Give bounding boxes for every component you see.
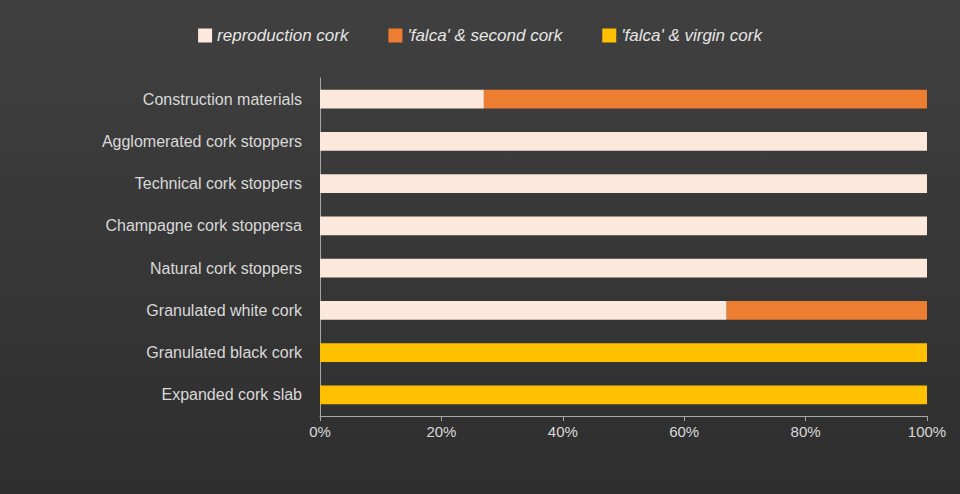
svg-text:Agglomerated cork stoppers: Agglomerated cork stoppers [102, 133, 302, 150]
svg-text:80%: 80% [791, 423, 821, 440]
svg-text:reproduction cork: reproduction cork [217, 26, 350, 45]
svg-text:0%: 0% [309, 423, 331, 440]
svg-text:Champagne cork stoppersa: Champagne cork stoppersa [105, 217, 302, 234]
svg-text:Granulated white cork: Granulated white cork [146, 302, 303, 319]
svg-text:40%: 40% [548, 423, 578, 440]
svg-text:Granulated black cork: Granulated black cork [146, 344, 303, 361]
svg-text:Construction materials: Construction materials [143, 91, 302, 108]
svg-text:100%: 100% [908, 423, 946, 440]
svg-text:'falca' & second cork: 'falca' & second cork [407, 26, 563, 45]
svg-text:Expanded cork slab: Expanded cork slab [161, 386, 302, 403]
svg-text:Technical cork stoppers: Technical cork stoppers [135, 175, 302, 192]
svg-text:20%: 20% [426, 423, 456, 440]
svg-text:Natural cork stoppers: Natural cork stoppers [150, 260, 302, 277]
svg-text:'falca' & virgin cork: 'falca' & virgin cork [621, 26, 763, 45]
svg-text:60%: 60% [669, 423, 699, 440]
